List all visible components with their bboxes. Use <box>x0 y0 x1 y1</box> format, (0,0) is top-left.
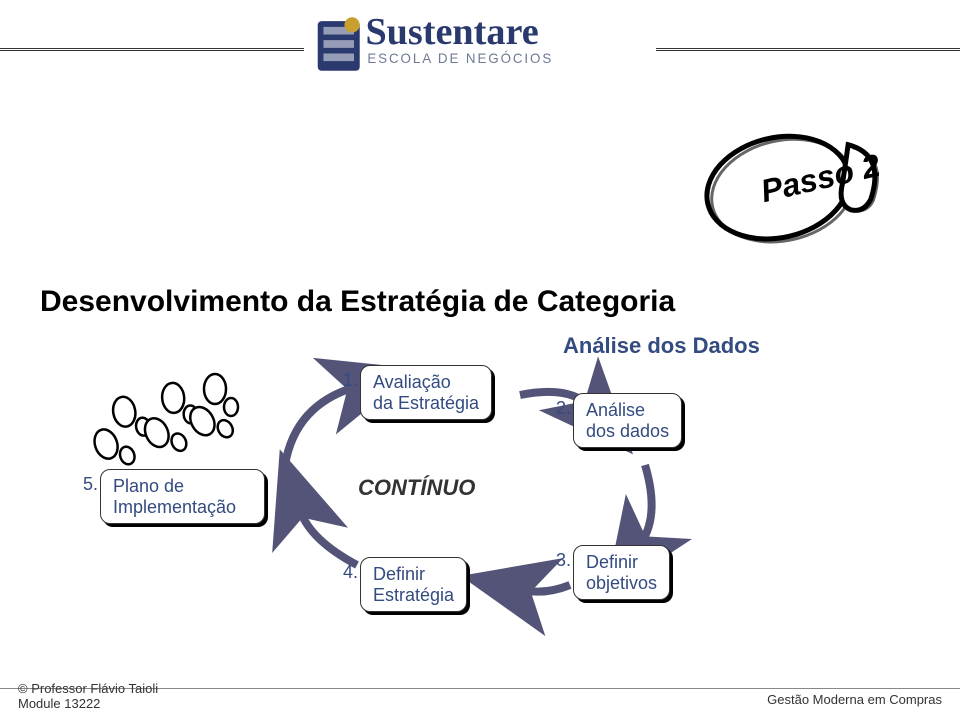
cycle-node-2-number: 2. <box>556 398 571 419</box>
cycle-node-4-line1: Definir <box>373 564 425 584</box>
header: Sustentare ESCOLA DE NEGÓCIOS <box>0 0 960 85</box>
cycle-node-4: 4. Definir Estratégia <box>360 557 467 612</box>
logo: Sustentare ESCOLA DE NEGÓCIOS <box>304 4 656 84</box>
cycle-node-2: 2. Análise dos dados <box>573 393 682 448</box>
footer-left: © Professor Flávio Taioli Module 13222 <box>18 682 158 711</box>
cycle-node-3-number: 3. <box>556 550 571 571</box>
cycle-node-5: 5. Plano de Implementação <box>100 469 265 524</box>
footer-left-line2: Module 13222 <box>18 696 100 711</box>
logo-sub-text: ESCOLA DE NEGÓCIOS <box>367 51 553 66</box>
cycle-node-1-number: 1. <box>343 370 358 391</box>
cycle-node-4-number: 4. <box>343 562 358 583</box>
cycle-node-5-line1: Plano de <box>113 476 184 496</box>
footprint-badge: Passo 2 <box>670 120 900 255</box>
cycle-node-3: 3. Definir objetivos <box>573 545 670 600</box>
footer-left-line1: © Professor Flávio Taioli <box>18 681 158 696</box>
cycle-node-2-line2: dos dados <box>586 421 669 441</box>
footer-right: Gestão Moderna em Compras <box>767 692 942 707</box>
cycle-node-4-line2: Estratégia <box>373 585 454 605</box>
cycle-node-1-line2: da Estratégia <box>373 393 479 413</box>
cycle-diagram: 1. Avaliação da Estratégia 2. Análise do… <box>245 365 765 655</box>
cycle-node-5-number: 5. <box>83 474 98 495</box>
page-title: Desenvolvimento da Estratégia de Categor… <box>40 285 675 319</box>
cycle-node-1-line1: Avaliação <box>373 372 451 392</box>
cycle-arrows <box>245 365 765 655</box>
subtitle: Análise dos Dados <box>563 333 760 359</box>
logo-svg: Sustentare ESCOLA DE NEGÓCIOS <box>312 4 648 84</box>
cycle-node-5-line2: Implementação <box>113 497 236 517</box>
cycle-node-3-line2: objetivos <box>586 573 657 593</box>
footsteps-icon <box>85 360 240 480</box>
cycle-center-label: CONTÍNUO <box>358 475 475 501</box>
cycle-node-1: 1. Avaliação da Estratégia <box>360 365 492 420</box>
logo-main-text: Sustentare <box>365 11 538 53</box>
cycle-node-2-line1: Análise <box>586 400 645 420</box>
cycle-node-3-line1: Definir <box>586 552 638 572</box>
